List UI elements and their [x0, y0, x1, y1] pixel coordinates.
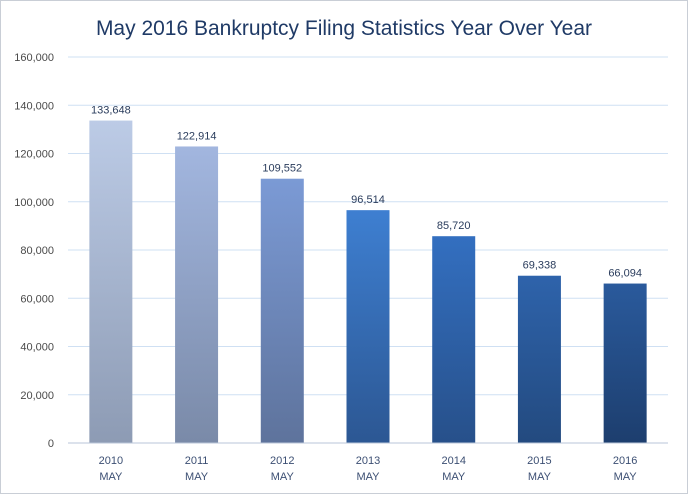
data-label: 85,720 — [437, 220, 471, 232]
x-tick-label-month: MAY — [99, 471, 123, 483]
gridlines — [68, 56, 668, 396]
data-label: 122,914 — [177, 130, 217, 142]
x-tick-label-month: MAY — [356, 471, 380, 483]
bars — [89, 120, 647, 443]
x-tick-label-month: MAY — [614, 471, 638, 483]
bar-2012 — [260, 178, 304, 443]
y-tick-label: 60,000 — [20, 293, 54, 305]
x-tick-label-year: 2012 — [270, 455, 294, 467]
y-tick-label: 80,000 — [20, 245, 54, 257]
y-tick-label: 20,000 — [20, 390, 54, 402]
bar-2015 — [517, 275, 561, 443]
x-tick-label-year: 2011 — [185, 455, 209, 467]
chart-title: May 2016 Bankruptcy Filing Statistics Ye… — [96, 17, 592, 40]
data-label: 109,552 — [262, 163, 302, 175]
x-axis-ticks: 2010 MAY 2011 MAY 2012 MAY 2013 MAY 2014 MAY 2015 M… — [99, 455, 638, 483]
bar-2016 — [603, 283, 647, 443]
data-label: 133,648 — [91, 105, 131, 117]
x-tick-label-year: 2010 — [99, 455, 123, 467]
x-tick-label-year: 2013 — [356, 455, 380, 467]
data-label: 69,338 — [523, 260, 557, 272]
x-tick-label-month: MAY — [528, 471, 552, 483]
bar-2011 — [175, 146, 219, 443]
x-tick-label-year: 2014 — [441, 455, 465, 467]
data-label: 96,514 — [351, 194, 385, 206]
y-tick-label: 160,000 — [14, 52, 54, 64]
bar-2010 — [89, 120, 133, 443]
y-tick-label: 0 — [48, 438, 54, 450]
y-axis-ticks: 0 20,000 40,000 60,000 80,000 100,000 120,000 1… — [14, 52, 54, 450]
y-tick-label: 100,000 — [14, 197, 54, 209]
bar-2013 — [346, 210, 390, 443]
y-tick-label: 140,000 — [14, 100, 54, 112]
bar-2014 — [432, 236, 476, 443]
x-tick-label-year: 2016 — [613, 455, 637, 467]
x-tick-label-month: MAY — [185, 471, 209, 483]
y-tick-label: 120,000 — [14, 149, 54, 161]
x-tick-label-month: MAY — [271, 471, 295, 483]
x-tick-label-month: MAY — [442, 471, 466, 483]
y-tick-label: 40,000 — [20, 342, 54, 354]
data-label: 66,094 — [608, 268, 642, 280]
x-tick-label-year: 2015 — [527, 455, 551, 467]
data-labels: 133,648 122,914 109,552 96,514 85,720 69,338 6… — [91, 105, 642, 280]
